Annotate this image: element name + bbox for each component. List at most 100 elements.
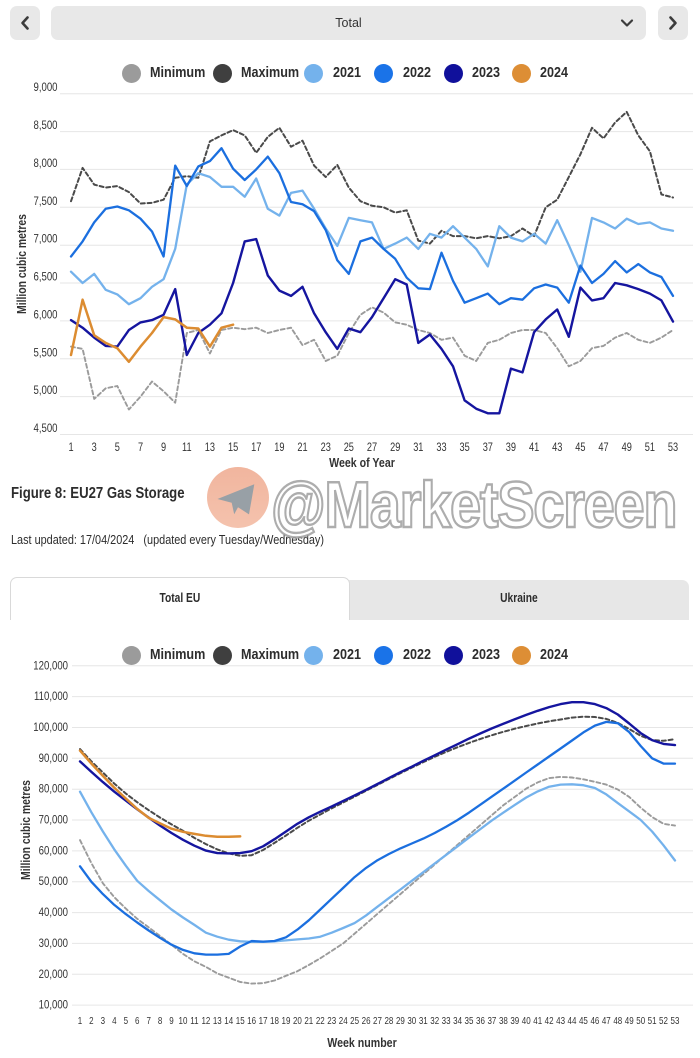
svg-text:43: 43 xyxy=(552,442,562,454)
svg-text:26: 26 xyxy=(362,1015,371,1026)
svg-text:10,000: 10,000 xyxy=(39,999,68,1012)
svg-text:Week number: Week number xyxy=(327,1036,397,1050)
svg-text:34: 34 xyxy=(453,1015,462,1026)
svg-text:52: 52 xyxy=(659,1015,668,1026)
svg-text:39: 39 xyxy=(506,442,516,454)
svg-text:33: 33 xyxy=(436,442,446,454)
svg-text:48: 48 xyxy=(613,1015,622,1026)
svg-text:1: 1 xyxy=(68,442,73,454)
svg-text:33: 33 xyxy=(442,1015,451,1026)
svg-text:25: 25 xyxy=(350,1015,359,1026)
svg-text:31: 31 xyxy=(413,442,423,454)
svg-text:70,000: 70,000 xyxy=(39,814,68,827)
svg-text:2: 2 xyxy=(89,1015,93,1026)
svg-text:3: 3 xyxy=(92,442,97,454)
svg-text:30: 30 xyxy=(407,1015,416,1026)
svg-text:9: 9 xyxy=(169,1015,173,1026)
svg-text:30,000: 30,000 xyxy=(39,937,68,950)
svg-text:21: 21 xyxy=(304,1015,313,1026)
svg-text:50: 50 xyxy=(636,1015,645,1026)
svg-text:8: 8 xyxy=(158,1015,162,1026)
svg-text:7,000: 7,000 xyxy=(33,233,57,246)
svg-text:22: 22 xyxy=(316,1015,325,1026)
svg-text:5,500: 5,500 xyxy=(33,346,57,359)
svg-text:45: 45 xyxy=(575,442,585,454)
svg-text:37: 37 xyxy=(487,1015,496,1026)
svg-text:38: 38 xyxy=(499,1015,508,1026)
svg-text:49: 49 xyxy=(625,1015,634,1026)
svg-text:25: 25 xyxy=(344,442,354,454)
svg-text:53: 53 xyxy=(671,1015,680,1026)
svg-text:18: 18 xyxy=(270,1015,279,1026)
svg-text:37: 37 xyxy=(483,442,493,454)
svg-text:39: 39 xyxy=(510,1015,519,1026)
svg-text:29: 29 xyxy=(396,1015,405,1026)
svg-text:29: 29 xyxy=(390,442,400,454)
svg-text:5: 5 xyxy=(115,442,120,454)
svg-text:44: 44 xyxy=(568,1015,577,1026)
svg-text:50,000: 50,000 xyxy=(39,875,68,888)
svg-text:Million cubic metres: Million cubic metres xyxy=(15,214,29,314)
svg-text:24: 24 xyxy=(339,1015,348,1026)
svg-text:6: 6 xyxy=(135,1015,139,1026)
svg-text:6,500: 6,500 xyxy=(33,271,57,284)
svg-text:47: 47 xyxy=(598,442,608,454)
svg-text:32: 32 xyxy=(430,1015,439,1026)
svg-text:13: 13 xyxy=(213,1015,222,1026)
svg-text:110,000: 110,000 xyxy=(34,690,68,703)
svg-text:6,000: 6,000 xyxy=(33,308,57,321)
svg-text:35: 35 xyxy=(459,442,469,454)
svg-text:8,500: 8,500 xyxy=(33,119,57,132)
svg-text:40: 40 xyxy=(522,1015,531,1026)
svg-text:1: 1 xyxy=(78,1015,82,1026)
svg-text:43: 43 xyxy=(556,1015,565,1026)
svg-text:90,000: 90,000 xyxy=(39,752,68,765)
svg-text:7: 7 xyxy=(138,442,143,454)
svg-text:45: 45 xyxy=(579,1015,588,1026)
svg-text:27: 27 xyxy=(367,442,377,454)
svg-text:15: 15 xyxy=(236,1015,245,1026)
svg-text:11: 11 xyxy=(190,1015,198,1026)
svg-text:7: 7 xyxy=(146,1015,150,1026)
svg-text:36: 36 xyxy=(476,1015,485,1026)
svg-text:17: 17 xyxy=(251,442,261,454)
svg-text:46: 46 xyxy=(590,1015,599,1026)
svg-text:23: 23 xyxy=(327,1015,336,1026)
svg-text:19: 19 xyxy=(274,442,284,454)
svg-text:120,000: 120,000 xyxy=(33,659,68,672)
svg-text:4: 4 xyxy=(112,1015,116,1026)
svg-text:20: 20 xyxy=(293,1015,302,1026)
svg-text:51: 51 xyxy=(648,1015,657,1026)
svg-text:21: 21 xyxy=(297,442,307,454)
svg-text:51: 51 xyxy=(645,442,655,454)
svg-text:17: 17 xyxy=(259,1015,268,1026)
svg-text:5,000: 5,000 xyxy=(33,384,57,397)
svg-text:28: 28 xyxy=(384,1015,393,1026)
svg-text:4,500: 4,500 xyxy=(33,422,57,435)
svg-text:8,000: 8,000 xyxy=(33,157,57,170)
svg-text:12: 12 xyxy=(201,1015,210,1026)
svg-text:19: 19 xyxy=(282,1015,291,1026)
svg-text:Week of Year: Week of Year xyxy=(329,456,395,470)
svg-text:35: 35 xyxy=(465,1015,474,1026)
svg-text:100,000: 100,000 xyxy=(33,721,68,734)
svg-text:41: 41 xyxy=(533,1015,542,1026)
svg-text:60,000: 60,000 xyxy=(39,844,68,857)
svg-text:3: 3 xyxy=(101,1015,105,1026)
svg-text:9,000: 9,000 xyxy=(33,81,57,94)
svg-text:41: 41 xyxy=(529,442,539,454)
svg-text:31: 31 xyxy=(419,1015,428,1026)
svg-text:13: 13 xyxy=(205,442,215,454)
svg-text:80,000: 80,000 xyxy=(39,783,68,796)
svg-text:15: 15 xyxy=(228,442,238,454)
svg-text:23: 23 xyxy=(321,442,331,454)
svg-text:14: 14 xyxy=(224,1015,233,1026)
svg-text:11: 11 xyxy=(182,442,192,454)
svg-text:40,000: 40,000 xyxy=(39,906,68,919)
svg-text:42: 42 xyxy=(545,1015,554,1026)
svg-text:16: 16 xyxy=(247,1015,256,1026)
svg-text:20,000: 20,000 xyxy=(39,968,68,981)
svg-text:5: 5 xyxy=(124,1015,128,1026)
svg-text:10: 10 xyxy=(179,1015,188,1026)
svg-text:9: 9 xyxy=(161,442,166,454)
